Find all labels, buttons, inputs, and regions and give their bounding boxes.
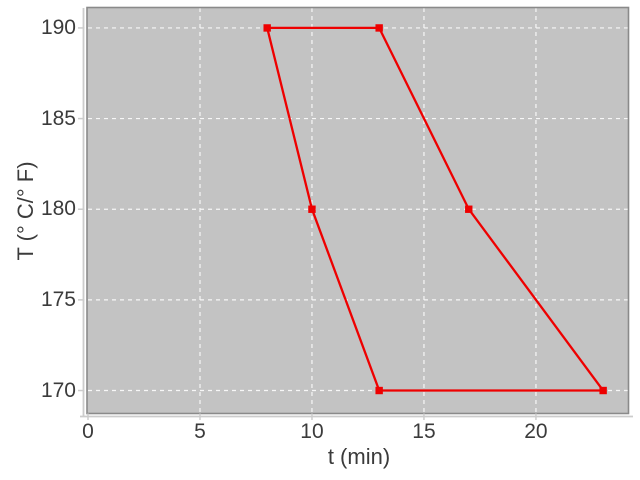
x-tick-label: 10 (300, 420, 324, 443)
data-point-marker (263, 24, 271, 32)
data-point-marker (599, 386, 607, 395)
x-tick-label: 0 (82, 420, 94, 443)
x-tick-label: 15 (412, 420, 436, 443)
y-tick-label: 185 (40, 106, 76, 130)
data-point-marker (308, 205, 316, 213)
x-axis-label: t (min) (327, 444, 391, 469)
x-tick-label: 20 (524, 420, 548, 443)
data-point-marker (375, 24, 383, 32)
y-tick-label: 170 (40, 378, 76, 402)
x-tick-label: 5 (194, 420, 206, 443)
data-point-marker (465, 205, 473, 213)
y-tick-label: 190 (40, 15, 76, 39)
data-point-marker (375, 386, 383, 395)
y-tick-label: 180 (40, 197, 76, 221)
y-tick-label: 175 (40, 287, 76, 311)
plot-area (87, 7, 629, 414)
plot-border (86, 6, 630, 415)
